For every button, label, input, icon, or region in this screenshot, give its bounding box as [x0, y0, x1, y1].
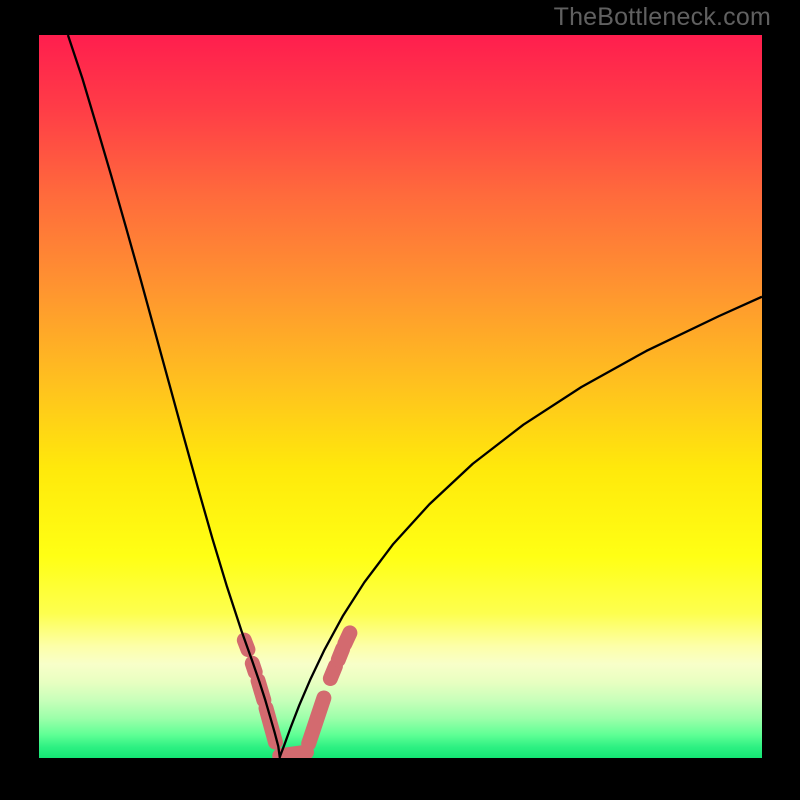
watermark-text: TheBottleneck.com	[554, 3, 771, 32]
gradient-background	[39, 35, 762, 758]
plot-area	[39, 35, 762, 758]
figure-frame: TheBottleneck.com	[0, 0, 800, 800]
chart-svg	[39, 35, 762, 758]
